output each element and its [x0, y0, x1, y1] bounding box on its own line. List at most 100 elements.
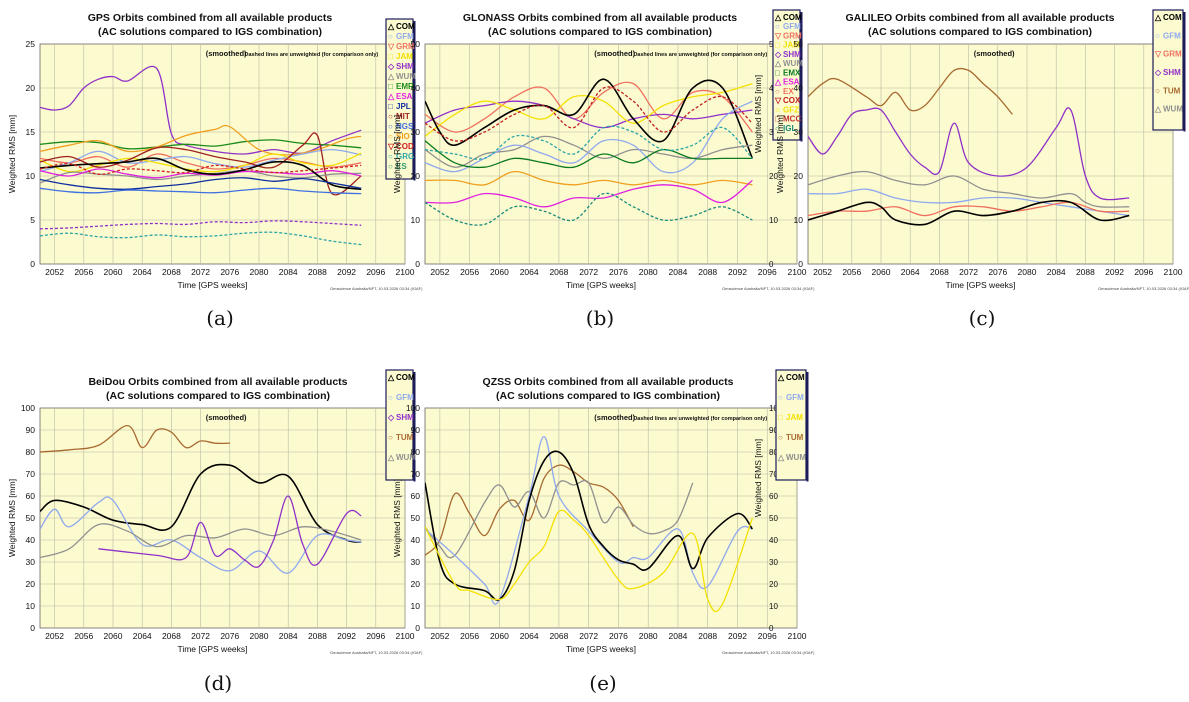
legend-marker: ○	[1155, 86, 1160, 95]
x-tick-label: 2076	[609, 631, 628, 641]
y-tick-label: 20	[26, 579, 36, 589]
x-tick-label: 2060	[104, 631, 123, 641]
legend-marker: ○	[388, 122, 393, 131]
x-tick-label: 2052	[813, 267, 832, 277]
legend-label: WUM	[396, 72, 416, 81]
legend-box	[385, 369, 414, 481]
y2-tick-label: 0	[769, 260, 774, 269]
x-tick-label: 2052	[430, 267, 449, 277]
series-line-gfm	[808, 188, 1130, 217]
x-tick-label: 2092	[728, 631, 747, 641]
x-tick-label: 2100	[1164, 267, 1183, 277]
x-tick-label: 2076	[988, 267, 1007, 277]
legend-label: GFM	[396, 32, 414, 41]
x-tick-label: 2080	[1018, 267, 1037, 277]
legend-label: TUM	[1163, 86, 1181, 95]
legend-marker: △	[774, 13, 782, 22]
y-tick-label: 10	[411, 601, 421, 611]
legend-label: JPL	[396, 102, 411, 111]
y-tick-label: 20	[411, 171, 421, 181]
legend-marker: △	[387, 22, 395, 31]
y2-axis-label: Weighted RMS [mm]	[753, 439, 763, 517]
y-tick-label: 0	[415, 623, 420, 633]
legend-label: GFM	[396, 393, 414, 402]
x-tick-label: 2064	[520, 631, 539, 641]
chart-subtitle: (AC solutions compared to IGS combinatio…	[496, 390, 720, 402]
legend-marker: ▽	[387, 42, 395, 51]
legend-label: JAM	[786, 413, 803, 422]
series-line-shm	[98, 495, 362, 568]
legend-label: GRM	[783, 31, 802, 40]
x-tick-label: 2056	[74, 267, 93, 277]
y-tick-label: 5	[30, 215, 35, 225]
x-tick-label: 2052	[45, 631, 64, 641]
panel-qzss: 2052 2056 2060 2064 2068 2072 2076 2080 2084 2088…	[392, 369, 815, 695]
legend-label: COM	[1163, 13, 1182, 22]
legend-marker: ◇	[387, 413, 395, 422]
y-tick-label: 70	[411, 469, 421, 479]
legend-label: EMX	[783, 68, 801, 77]
x-axis-label: Time [GPS weeks]	[945, 280, 1015, 290]
legend-label: GRM	[1163, 50, 1182, 59]
legend-label: JAM	[783, 41, 800, 50]
legend-marker: ○	[778, 393, 783, 402]
x-tick-label: 2096	[366, 631, 385, 641]
y-tick-label: 20	[411, 579, 421, 589]
legend-box	[775, 369, 807, 481]
x-tick-label: 2076	[609, 267, 628, 277]
legend-marker: □	[775, 41, 780, 50]
legend-label: SHM	[396, 62, 414, 71]
legend-label: WUM	[783, 59, 803, 68]
series-line-tum	[40, 424, 230, 453]
x-tick-label: 2092	[337, 631, 356, 641]
y-axis-label: Weighted RMS [mm]	[392, 115, 402, 193]
x-tick-label: 2072	[191, 267, 210, 277]
x-tick-label: 2088	[698, 631, 717, 641]
x-tick-label: 2100	[396, 267, 415, 277]
y-tick-label: 30	[794, 127, 804, 137]
legend-label: SHM	[396, 413, 414, 422]
series-line-sio	[425, 170, 753, 186]
y-axis-label: Weighted RMS [mm]	[7, 479, 17, 557]
x-tick-label: 2100	[396, 631, 415, 641]
y-tick-label: 80	[26, 447, 36, 457]
legend-marker: △	[387, 373, 395, 382]
chart-subtitle: (AC solutions compared to IGS combinatio…	[98, 26, 322, 38]
legend-label: MCC	[783, 115, 801, 124]
y2-tick-label: 30	[769, 558, 778, 567]
legend-marker: ○	[778, 433, 783, 442]
x-tick-label: 2088	[308, 631, 327, 641]
x-tick-label: 2088	[698, 267, 717, 277]
y2-tick-label: 70	[769, 470, 778, 479]
y-axis-label: Weighted RMS [mm]	[775, 115, 785, 193]
legend-box	[1152, 9, 1184, 131]
y2-tick-label: 90	[769, 426, 778, 435]
smoothed-note: (smoothed)	[206, 413, 247, 422]
dashed-note: Dashed lines are unweighted (for compari…	[633, 52, 767, 58]
y-tick-label: 0	[30, 623, 35, 633]
series-line-wum	[425, 479, 694, 559]
series-line-com	[40, 463, 362, 543]
y-tick-label: 60	[26, 491, 36, 501]
y-tick-label: 0	[798, 259, 803, 269]
legend: △ COM○ GFM▽ GRM◇ SHM○ TUM△ WUM	[1152, 9, 1186, 132]
legend-marker: □	[775, 68, 780, 77]
x-tick-label: 2052	[430, 631, 449, 641]
x-tick-label: 2084	[279, 631, 298, 641]
y2-tick-label: 20	[769, 172, 778, 181]
legend-box	[772, 9, 801, 141]
x-tick-label: 2096	[366, 267, 385, 277]
legend-box	[385, 18, 414, 180]
plot-area	[424, 43, 798, 265]
credit-text: Geoscience Australia/NFT, 10.03.2026 03:…	[722, 286, 815, 291]
legend-label: GRM	[396, 42, 415, 51]
y-tick-label: 40	[411, 535, 421, 545]
x-axis-label: Time [GPS weeks]	[177, 280, 247, 290]
dashed-note: Dashed lines are unweighted (for compari…	[244, 52, 378, 58]
legend-label: WUM	[786, 453, 806, 462]
x-tick-label: 2084	[668, 631, 687, 641]
y-tick-label: 10	[411, 215, 421, 225]
y2-tick-label: 10	[769, 216, 778, 225]
legend-marker: △	[1154, 105, 1162, 114]
panel-caption: (a)	[206, 306, 234, 330]
